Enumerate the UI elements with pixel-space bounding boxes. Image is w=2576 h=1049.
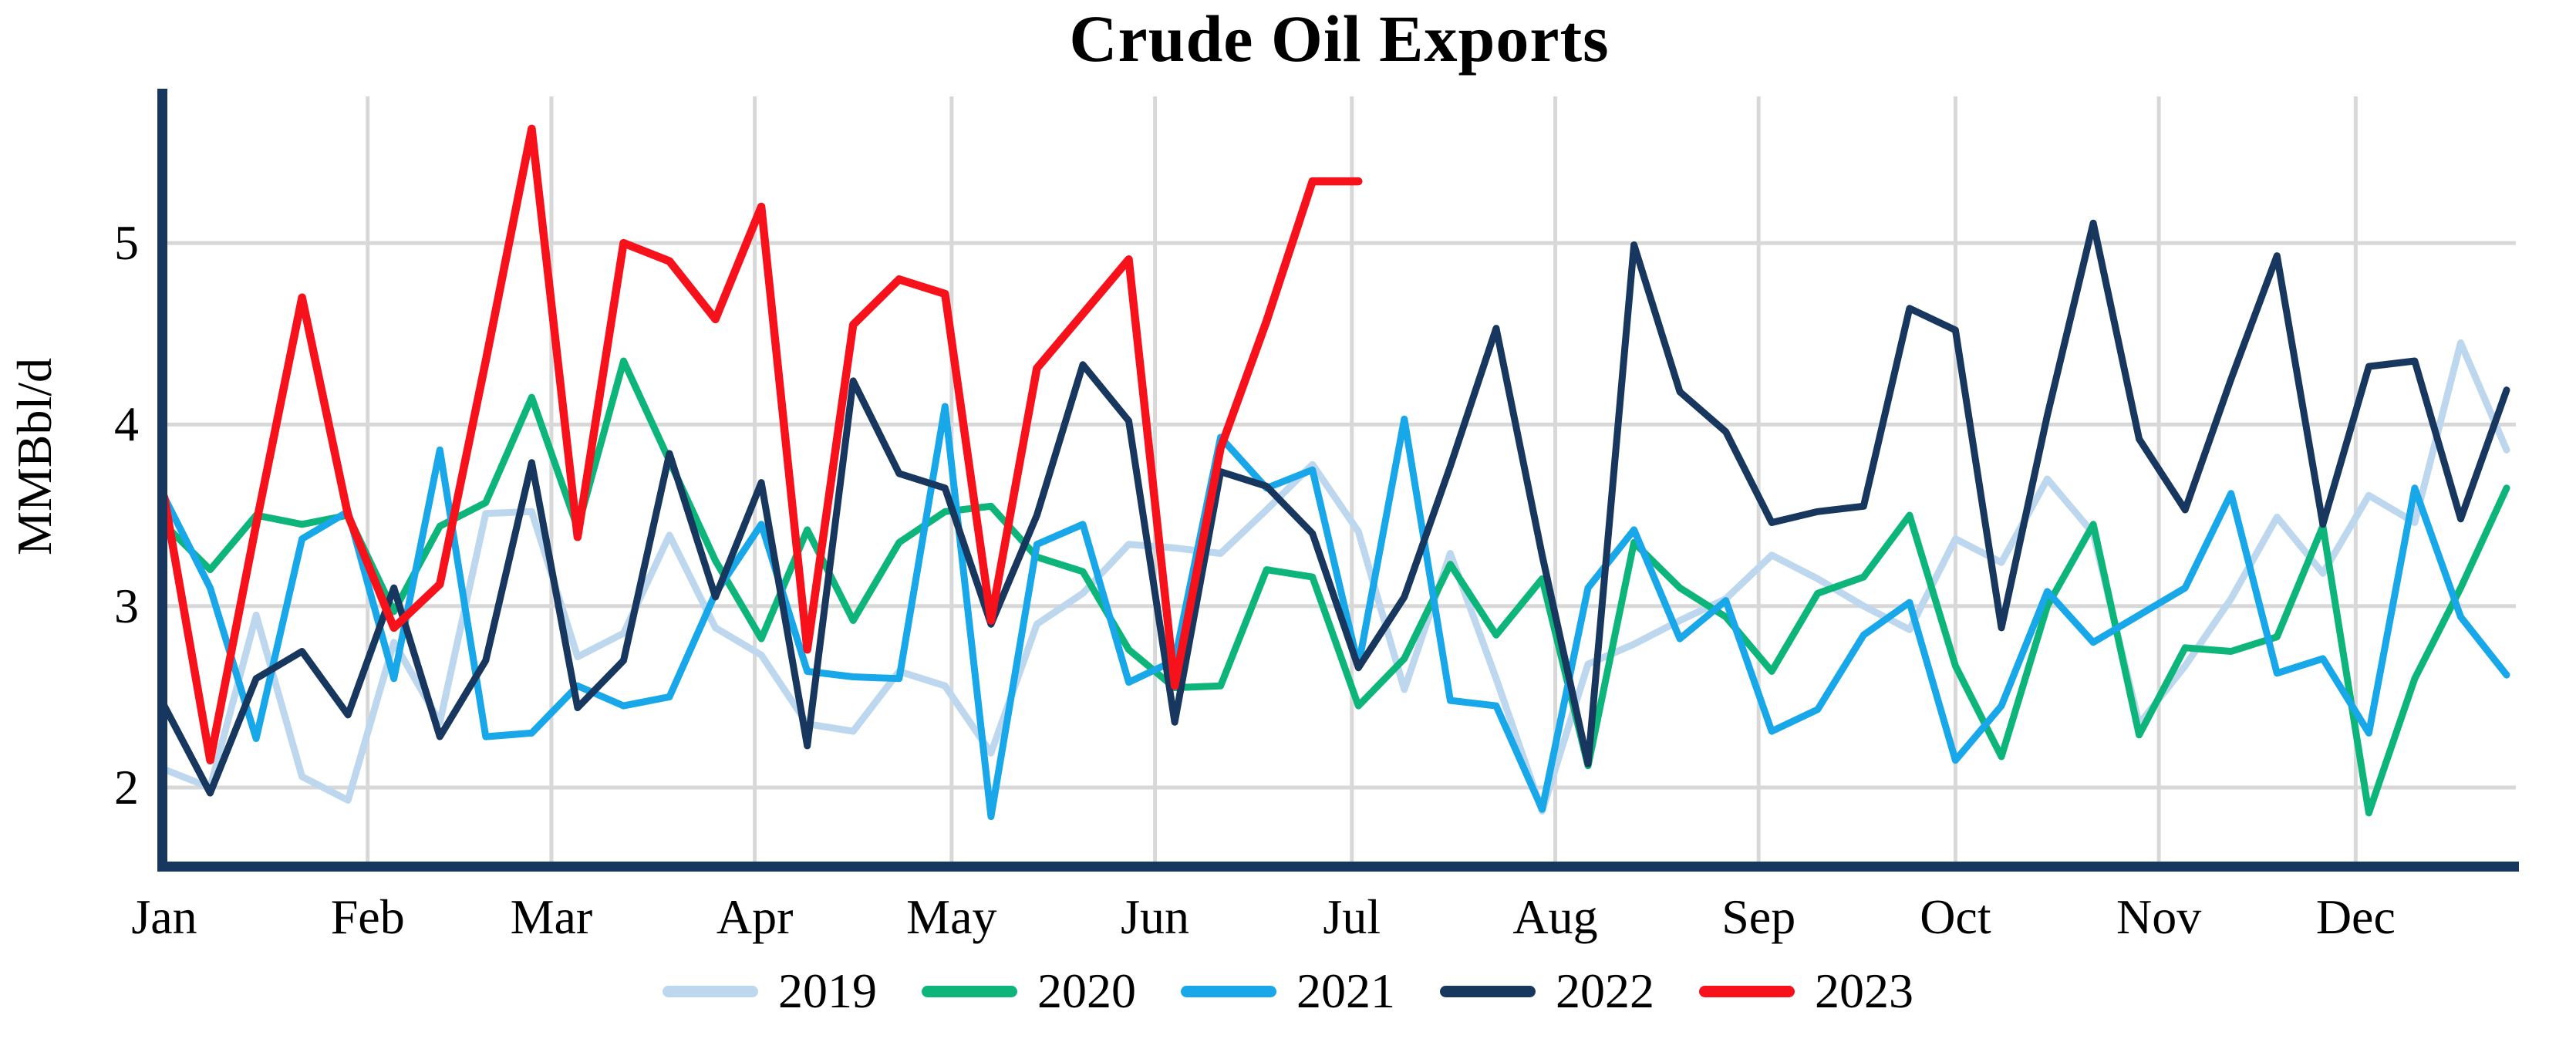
legend-item-2021: 2021: [1181, 963, 1395, 1020]
x-tick-label-dec: Dec: [2315, 889, 2396, 944]
legend-item-2023: 2023: [1699, 963, 1913, 1020]
chart-title: Crude Oil Exports: [1069, 2, 1610, 76]
legend-swatch-2021: [1181, 985, 1276, 997]
x-tick-label-jun: Jun: [1121, 889, 1189, 944]
legend-label-2020: 2020: [1037, 963, 1136, 1018]
y-tick-label-5: 5: [114, 215, 139, 271]
legend-item-2020: 2020: [922, 963, 1136, 1020]
legend-label-2022: 2022: [1556, 963, 1654, 1018]
legend-swatch-2022: [1440, 985, 1536, 997]
legend-swatch-2023: [1699, 985, 1795, 997]
legend: 2019 2020 2021 2022 2023: [0, 963, 2576, 1020]
x-axis-line: [157, 862, 2519, 872]
series-line-2023: [160, 124, 1363, 764]
x-tick-label-jan: Jan: [131, 889, 197, 944]
y-tick-label-3: 3: [114, 578, 139, 633]
legend-item-2022: 2022: [1440, 963, 1654, 1020]
x-tick-label-jul: Jul: [1323, 889, 1381, 944]
series-line-2022: [160, 219, 2510, 797]
series-line-2020: [160, 357, 2510, 817]
x-tick-label-feb: Feb: [330, 889, 405, 944]
x-tick-label-aug: Aug: [1512, 889, 1598, 944]
x-tick-label-apr: Apr: [716, 889, 794, 944]
legend-swatch-2020: [922, 985, 1017, 997]
series-line-2021: [160, 403, 2510, 821]
legend-label-2019: 2019: [778, 963, 877, 1018]
x-tick-label-mar: Mar: [510, 889, 593, 944]
y-tick-label-2: 2: [114, 760, 139, 815]
legend-label-2023: 2023: [1815, 963, 1913, 1018]
y-tick-label-4: 4: [114, 396, 139, 452]
legend-label-2021: 2021: [1296, 963, 1395, 1018]
y-axis-line: [157, 89, 167, 872]
x-tick-label-nov: Nov: [2116, 889, 2202, 944]
x-tick-label-may: May: [906, 889, 997, 944]
legend-swatch-2019: [663, 985, 758, 997]
x-tick-label-sep: Sep: [1721, 889, 1796, 944]
legend-item-2019: 2019: [663, 963, 877, 1020]
x-tick-label-oct: Oct: [1920, 889, 1991, 944]
